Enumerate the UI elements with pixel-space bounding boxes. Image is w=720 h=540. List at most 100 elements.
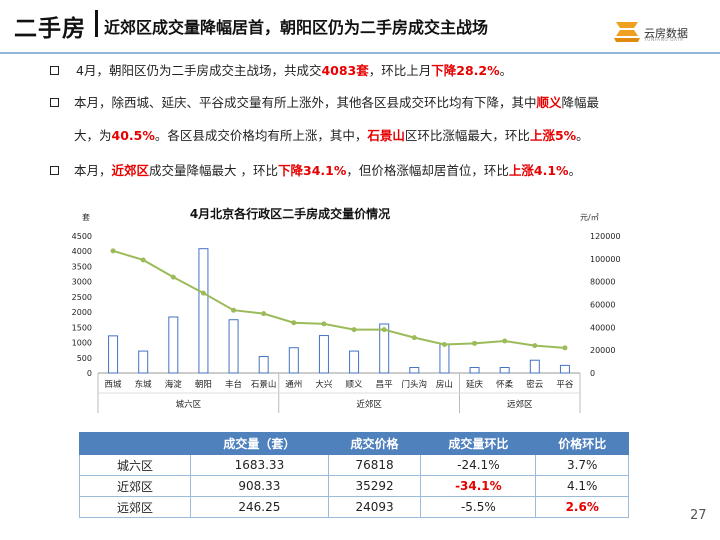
logo-icon [614, 22, 640, 42]
summary-table: 成交量（套） 成交价格 成交量环比 价格环比 城六区 1683.33 76818… [79, 432, 629, 518]
table-header-cell: 成交价格 [327, 432, 422, 455]
group-label: 远郊区 [507, 399, 533, 410]
bullet-text: 大，为40.5%。各区县成交价格均有所上涨，其中，石景山区环比涨幅最大，环比上涨… [74, 128, 589, 143]
volume-bar [168, 316, 179, 374]
table-cell: 4.1% [535, 475, 629, 497]
table-cell: 24093 [327, 496, 422, 518]
y-right-tick-label: 0 [590, 369, 595, 378]
price-point [261, 311, 267, 317]
y-left-tick-label: 1000 [72, 339, 92, 348]
header: 二手房 近郊区成交量降幅居首，朝阳区仍为二手房成交主战场 云房数据 YUNFAN… [0, 0, 720, 44]
category-label: 延庆 [466, 379, 484, 390]
bullet-text: 本月，近郊区成交量降幅最大 ，环比下降34.1%，但价格涨幅却居首位，环比上涨4… [74, 163, 582, 178]
table-cell: 2.6% [535, 496, 629, 518]
price-point [110, 248, 116, 254]
table-cell: -24.1% [420, 454, 537, 476]
volume-bar [439, 343, 450, 374]
chart-title: 4月北京各行政区二手房成交量价情况 [190, 206, 390, 221]
table-cell: -5.5% [420, 496, 537, 518]
volume-bar [138, 350, 149, 374]
price-point [441, 341, 447, 347]
volume-bar [108, 335, 119, 374]
price-point [472, 340, 478, 346]
y-left-tick-label: 4000 [72, 247, 92, 256]
y-right-tick-label: 20000 [590, 346, 615, 355]
y-left-tick-label: 0 [87, 369, 92, 378]
price-point [231, 307, 237, 313]
y-right-tick-label: 100000 [590, 255, 621, 264]
logo-text: 云房数据 [644, 27, 688, 40]
price-point [321, 321, 327, 327]
y-right-tick-label: 120000 [590, 232, 621, 241]
category-label: 丰台 [225, 379, 242, 390]
price-point [411, 335, 417, 341]
group-label: 城六区 [176, 399, 202, 410]
table-row: 近郊区 908.33 35292 -34.1% 4.1% [79, 475, 629, 497]
table-cell: 近郊区 [79, 475, 191, 497]
table-row: 远郊区 246.25 24093 -5.5% 2.6% [79, 496, 629, 518]
table-cell: 远郊区 [79, 496, 191, 518]
y-right-label: 元/㎡ [580, 213, 599, 222]
table-cell: -34.1% [420, 475, 537, 497]
price-point [381, 327, 387, 333]
category-label: 平谷 [556, 380, 574, 390]
volume-bar [318, 335, 329, 374]
y-right-tick-label: 60000 [590, 301, 615, 310]
category-label: 顺义 [346, 380, 364, 390]
category-label: 东城 [135, 379, 153, 390]
volume-bar [469, 367, 480, 374]
volume-bar [379, 323, 390, 374]
price-point [200, 290, 206, 296]
category-label: 朝阳 [195, 380, 212, 390]
price-point [562, 345, 568, 351]
y-left-tick-label: 2500 [72, 293, 92, 302]
table-header-cell [79, 432, 191, 455]
category-label: 怀柔 [496, 379, 514, 390]
bullet-text: 4月，朝阳区仍为二手房成交主战场，共成交4083套，环比上月下降28.2%。 [76, 63, 513, 78]
table-cell: 1683.33 [190, 454, 329, 476]
y-left-tick-label: 1500 [72, 323, 92, 332]
volume-bar [228, 319, 239, 374]
table-cell: 246.25 [190, 496, 329, 518]
table-cell: 3.7% [535, 454, 629, 476]
category-label: 通州 [285, 379, 302, 390]
price-point [140, 257, 146, 263]
header-rule [0, 52, 720, 54]
section-title: 二手房 [14, 16, 86, 42]
volume-bar [198, 248, 209, 374]
page-number: 27 [690, 508, 707, 523]
y-left-tick-label: 3000 [72, 278, 92, 287]
table-cell: 城六区 [79, 454, 191, 476]
logo-subtext: YUNFANG DATA [644, 38, 684, 43]
title-divider [95, 10, 98, 37]
y-left-tick-label: 3500 [72, 262, 92, 271]
volume-bar [409, 367, 420, 374]
slide-title: 近郊区成交量降幅居首，朝阳区仍为二手房成交主战场 [104, 18, 489, 37]
price-point [291, 320, 297, 326]
category-label: 石景山 [251, 379, 277, 390]
price-point [532, 343, 538, 349]
y-right-tick-label: 40000 [590, 323, 615, 332]
volume-bar [258, 356, 269, 374]
price-point [170, 274, 176, 280]
y-left-tick-label: 500 [77, 354, 92, 363]
table-row: 城六区 1683.33 76818 -24.1% 3.7% [79, 454, 629, 476]
volume-bar [559, 364, 570, 374]
bullet-square-icon [50, 66, 59, 75]
volume-bar [288, 347, 299, 374]
table-cell: 908.33 [190, 475, 329, 497]
price-point [351, 327, 357, 333]
volume-bar [529, 359, 540, 374]
volume-bar [499, 367, 510, 374]
volume-price-chart: 4月北京各行政区二手房成交量价情况 套 元/㎡ 4500 4000 3500 3000… [72, 206, 621, 413]
category-label: 昌平 [376, 380, 394, 390]
table-header-row: 成交量（套） 成交价格 成交量环比 价格环比 [79, 432, 629, 455]
category-label: 大兴 [315, 379, 333, 390]
brand-logo: 云房数据 YUNFANG DATA [612, 12, 704, 48]
table-cell: 35292 [327, 475, 422, 497]
table-header-cell: 成交量环比 [420, 432, 537, 455]
category-label: 西城 [105, 380, 123, 390]
table-header-cell: 价格环比 [535, 432, 629, 455]
bullet-square-icon [50, 98, 59, 107]
y-left-tick-label: 2000 [72, 308, 92, 317]
